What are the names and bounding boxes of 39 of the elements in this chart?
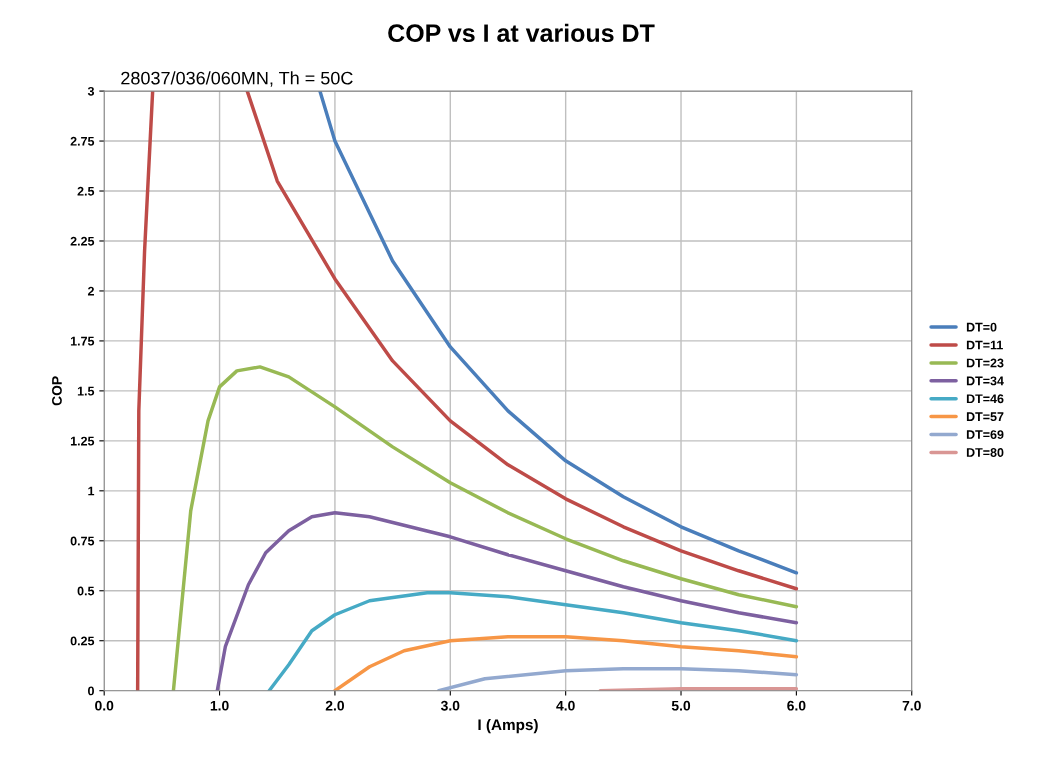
chart-title: COP vs I at various DT	[388, 23, 655, 42]
y-tick-label: 2.75	[70, 136, 95, 146]
y-tick-label: 2.5	[77, 186, 95, 196]
legend-label: DT=11	[966, 340, 1003, 350]
line-series	[318, 91, 799, 575]
y-tick-label: 0	[88, 686, 94, 696]
y-tick-label: 1.75	[70, 336, 95, 346]
x-tick-label: 2.0	[325, 700, 345, 711]
x-tick-label: 7.0	[902, 700, 921, 711]
legend-label: DT=46	[966, 394, 1004, 404]
line-series	[215, 511, 799, 691]
y-tick-label: 1.25	[70, 436, 95, 446]
legend-label: DT=57	[966, 412, 1004, 422]
x-tick-label: 3.0	[440, 700, 460, 711]
legend-label: DT=80	[966, 448, 1004, 457]
x-tick-label: 5.0	[671, 700, 691, 711]
y-axis-title: COP	[52, 376, 62, 406]
legend-label: DT=0	[966, 322, 997, 332]
x-tick-label: 1.0	[210, 700, 229, 711]
line-series	[333, 634, 799, 691]
y-tick-label: 2.25	[70, 236, 95, 246]
y-tick-label: 0.5	[77, 586, 95, 596]
line-series	[267, 591, 799, 691]
line-series	[171, 365, 799, 691]
x-tick-label: 4.0	[556, 700, 575, 711]
chart-subtitle: 28037/036/060MN, Th = 50C	[121, 71, 353, 87]
y-tick-label: 0.75	[70, 536, 95, 546]
line-series	[437, 666, 799, 691]
x-tick-label: 6.0	[787, 700, 806, 711]
y-tick-label: 1.5	[77, 386, 95, 396]
x-tick-label: 0.0	[95, 700, 114, 711]
legend-label: DT=23	[966, 358, 1004, 368]
y-tick-label: 2	[87, 286, 94, 296]
legend-label: DT=34	[966, 376, 1004, 386]
y-tick-label: 0.25	[70, 636, 95, 646]
y-tick-label: 1	[88, 486, 95, 496]
legend-label: DT=69	[966, 430, 1004, 439]
y-tick-label: 3	[87, 86, 95, 96]
x-axis-title: I (Amps)	[478, 718, 538, 734]
